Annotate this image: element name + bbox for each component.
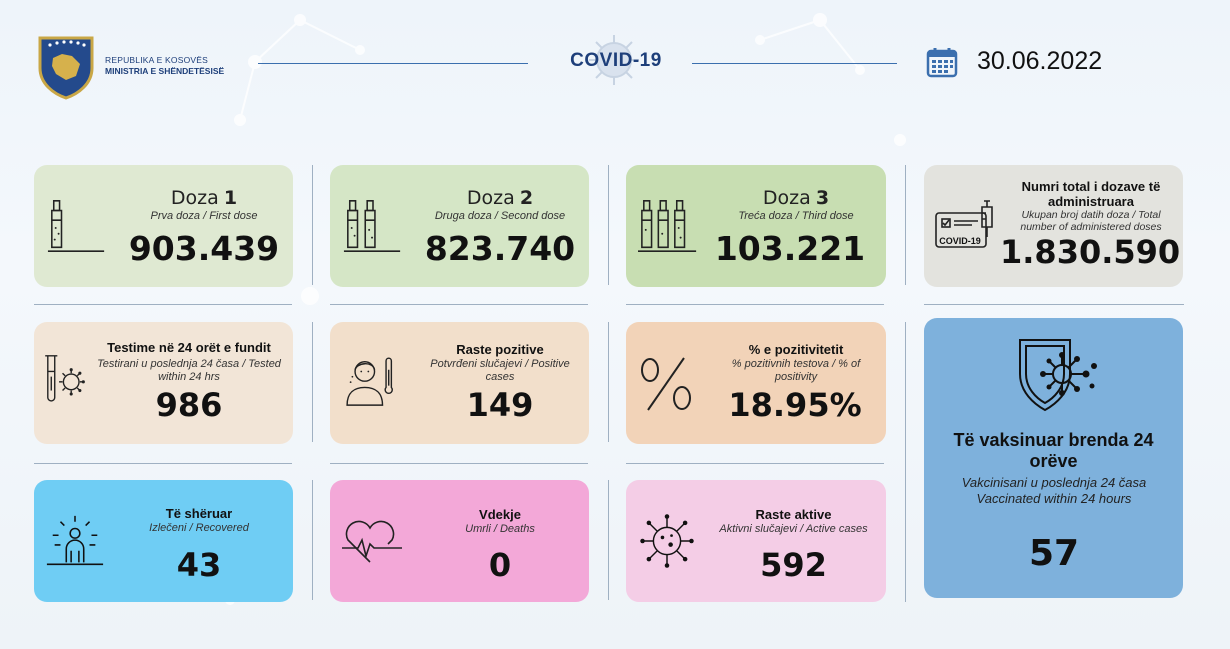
recovered-value: 43 xyxy=(176,546,222,584)
deaths-value: 0 xyxy=(488,546,512,584)
active-cases-value: 592 xyxy=(760,546,827,584)
divider xyxy=(924,304,1184,305)
divider xyxy=(905,322,906,602)
kosovo-coat-of-arms-logo xyxy=(38,36,94,100)
test-tube-icon xyxy=(45,355,85,402)
report-date: 30.06.2022 xyxy=(977,47,1103,75)
positivity-subtitle: % pozitivnih testova / % of positivity xyxy=(731,358,861,383)
vaccinated-24h-subtitle-en: Vaccinated within 24 hours xyxy=(976,491,1132,506)
header-divider-right xyxy=(692,63,897,64)
page-title: COVID-19 xyxy=(570,50,662,71)
covid-badge: COVID-19 xyxy=(939,236,981,246)
deaths-subtitle: Umrli / Deaths xyxy=(465,523,535,535)
positivity-title: % e pozitivitetit xyxy=(748,342,844,357)
dose-1-heading: Doza 1 xyxy=(124,187,284,209)
dose-3-value: 103.221 xyxy=(714,229,866,268)
vaccinated-24h-subtitle-sr: Vakcinisani u poslednja 24 časa xyxy=(961,475,1147,490)
deaths-title: Vdekje xyxy=(479,507,521,522)
recovered-title: Të shëruar xyxy=(165,506,233,521)
card-total-doses: COVID-19 Numri total i dozave të adminis… xyxy=(924,165,1183,287)
tests-value: 986 xyxy=(155,386,223,424)
active-cases-subtitle: Aktivni slučajevi / Active cases xyxy=(719,523,868,535)
virus-icon xyxy=(640,514,694,568)
total-doses-value: 1.830.590 xyxy=(1000,233,1181,271)
card-positivity: % e pozitivitetit % pozitivnih testova /… xyxy=(626,322,886,444)
calendar-icon xyxy=(926,48,958,78)
divider xyxy=(626,463,884,464)
dose-1-subtitle: Prva doza / First dose xyxy=(150,210,258,222)
virus-background-icon xyxy=(589,35,639,85)
ministry-name: REPUBLIKA E KOSOVËS MINISTRIA E SHËNDETË… xyxy=(105,55,224,77)
positive-cases-value: 149 xyxy=(466,386,534,424)
divider xyxy=(312,165,313,285)
dose-2-heading: Doza 2 xyxy=(420,187,580,209)
card-active-cases: Raste aktive Aktivni slučajevi / Active … xyxy=(626,480,886,602)
dose-2-subtitle: Druga doza / Second dose xyxy=(434,210,566,222)
recovered-person-icon xyxy=(46,515,104,566)
card-tests: Testime në 24 orët e fundit Testirani u … xyxy=(34,322,293,444)
card-dose-2: Doza 2 Druga doza / Second dose 823.740 xyxy=(330,165,589,287)
tests-title: Testime në 24 orët e fundit xyxy=(107,340,271,355)
dose-1-value: 903.439 xyxy=(128,229,280,268)
dose-2-number: 2 xyxy=(519,187,534,209)
vaccinated-24h-value: 57 xyxy=(1028,533,1080,574)
card-positive-cases: Raste pozitive Potvrđeni slučajevi / Pos… xyxy=(330,322,589,444)
active-cases-title: Raste aktive xyxy=(755,507,832,522)
two-vials-icon xyxy=(343,200,401,252)
vaccinated-24h-title: Të vaksinuar brenda 24 orëve xyxy=(953,430,1154,471)
dose-3-number: 3 xyxy=(815,187,830,209)
divider xyxy=(626,304,884,305)
ministry-line-1: REPUBLIKA E KOSOVËS xyxy=(105,55,209,65)
divider xyxy=(608,322,609,442)
card-deaths: Vdekje Umrli / Deaths 0 xyxy=(330,480,589,602)
positivity-value: 18.95% xyxy=(728,386,862,424)
dose-3-heading: Doza 3 xyxy=(716,187,876,209)
recovered-subtitle: Izlečeni / Recovered xyxy=(149,522,249,534)
dose-2-value: 823.740 xyxy=(424,229,576,268)
ministry-line-2: MINISTRIA E SHËNDETËSISË xyxy=(105,66,225,76)
percent-icon xyxy=(641,357,691,411)
divider xyxy=(312,480,313,600)
divider xyxy=(330,463,588,464)
positive-cases-subtitle: Potvrđeni slučajevi / Positive cases xyxy=(430,358,570,383)
card-dose-1: Doza 1 Prva doza / First dose 903.439 xyxy=(34,165,293,287)
positive-cases-title: Raste pozitive xyxy=(456,342,544,357)
dose-3-title: Doza xyxy=(762,187,811,209)
dose-2-title: Doza xyxy=(466,187,515,209)
divider xyxy=(312,322,313,442)
shield-virus-icon xyxy=(1019,339,1097,412)
tests-subtitle: Testirani u poslednja 24 časa / Tested w… xyxy=(97,358,281,383)
dose-3-subtitle: Treća doza / Third dose xyxy=(738,210,854,222)
divider xyxy=(34,463,292,464)
heart-ecg-icon xyxy=(342,520,402,563)
sick-person-thermometer-icon xyxy=(346,357,393,406)
divider xyxy=(608,480,609,600)
divider xyxy=(905,165,906,285)
dose-1-title: Doza xyxy=(170,187,219,209)
card-recovered: Të shëruar Izlečeni / Recovered 43 xyxy=(34,480,293,602)
total-doses-title: Numri total i dozave të administruara xyxy=(1021,179,1161,209)
divider xyxy=(330,304,588,305)
vial-icon xyxy=(47,200,105,252)
card-vaccinated-24h: Të vaksinuar brenda 24 orëve Vakcinisani… xyxy=(924,318,1183,598)
total-doses-subtitle: Ukupan broj datih doza / Total number of… xyxy=(1020,209,1162,233)
three-vials-icon xyxy=(638,200,697,252)
vaccination-certificate-icon xyxy=(935,200,993,248)
card-dose-3: Doza 3 Treća doza / Third dose 103.221 xyxy=(626,165,886,287)
dose-1-number: 1 xyxy=(223,187,238,209)
divider xyxy=(34,304,292,305)
divider xyxy=(608,165,609,285)
header-divider-left xyxy=(258,63,528,64)
